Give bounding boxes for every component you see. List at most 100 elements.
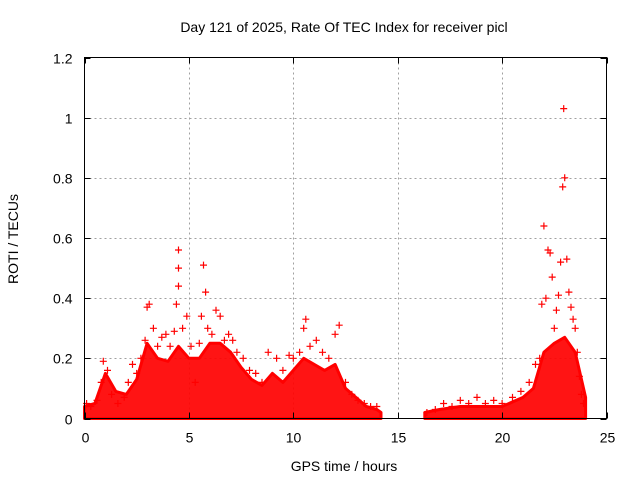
data-point <box>120 393 128 401</box>
data-point <box>87 403 95 410</box>
data-point <box>473 393 481 401</box>
data-point <box>555 291 562 299</box>
data-point <box>560 105 568 113</box>
data-point <box>104 366 111 374</box>
data-point <box>552 306 560 314</box>
data-point <box>204 324 212 332</box>
y-tick-label: 0.6 <box>53 231 73 247</box>
data-point <box>108 390 116 398</box>
data-point <box>154 342 162 350</box>
x-tick-label: 10 <box>286 430 302 446</box>
data-point <box>557 258 565 266</box>
data-point <box>561 174 569 182</box>
data-point <box>197 312 205 320</box>
data-point <box>354 396 362 404</box>
data-point <box>580 400 587 407</box>
data-point <box>162 330 170 338</box>
data-point <box>114 400 122 407</box>
data-point <box>200 261 207 269</box>
y-axis-label: ROTI / TECUs <box>5 194 21 284</box>
axis-ticks <box>84 57 608 420</box>
data-point <box>509 393 516 401</box>
data-point <box>331 330 339 338</box>
data-point <box>573 348 581 356</box>
data-point <box>569 315 577 323</box>
data-point <box>538 300 546 308</box>
x-tick-label: 15 <box>391 430 407 446</box>
data-point <box>367 403 375 410</box>
data-point <box>158 333 166 341</box>
y-tick-label: 1 <box>65 111 73 127</box>
grid-lines <box>84 57 607 419</box>
data-point <box>546 249 554 257</box>
data-point <box>289 354 297 362</box>
data-point <box>99 357 107 365</box>
data-point <box>296 348 304 356</box>
y-tick-label: 0.2 <box>53 351 73 367</box>
data-point <box>191 378 199 386</box>
y-tick-label: 0 <box>65 412 73 428</box>
data-point <box>577 390 585 398</box>
data-point <box>233 348 241 356</box>
data-point <box>97 378 105 386</box>
y-tick-label: 1.2 <box>53 51 73 67</box>
data-point <box>202 288 210 296</box>
data-point <box>239 354 247 362</box>
data-point <box>175 246 182 254</box>
x-tick-label: 25 <box>600 430 616 446</box>
data-point <box>141 336 149 344</box>
y-tick-labels: 0 0.2 0.4 0.6 0.8 1 1.2 <box>53 51 73 428</box>
data-point <box>456 396 464 404</box>
data-point <box>465 400 473 407</box>
data-point <box>285 351 293 359</box>
data-point <box>225 330 233 338</box>
data-point <box>133 369 141 377</box>
data-points <box>83 105 587 416</box>
data-band <box>423 335 588 420</box>
data-point <box>129 360 136 368</box>
data-point <box>431 406 439 413</box>
data-point <box>335 321 343 329</box>
data-point <box>93 396 101 404</box>
x-tick-label: 5 <box>186 430 194 446</box>
x-tick-label: 0 <box>82 430 90 446</box>
y-tick-label: 0.8 <box>53 171 73 187</box>
data-point <box>252 369 260 377</box>
data-point <box>124 378 132 386</box>
data-point <box>565 288 573 296</box>
data-point <box>220 336 228 344</box>
x-axis-label: GPS time / hours <box>291 458 398 474</box>
data-point <box>440 400 448 407</box>
data-point <box>312 336 320 344</box>
data-point <box>373 403 381 410</box>
data-point <box>258 378 266 386</box>
data-point <box>137 354 145 362</box>
data-point <box>542 294 550 302</box>
data-point <box>145 300 153 308</box>
data-point <box>300 324 308 332</box>
x-tick-labels: 0 5 10 15 20 25 <box>82 430 616 446</box>
data-point <box>279 366 287 374</box>
data-point <box>172 300 180 308</box>
data-point <box>212 306 220 314</box>
data-point <box>548 273 556 281</box>
data-point <box>306 342 314 350</box>
data-point <box>319 348 326 356</box>
data-point <box>481 400 489 407</box>
data-point <box>536 354 544 362</box>
data-point <box>540 222 548 230</box>
x-tick-label: 20 <box>495 430 511 446</box>
data-point <box>179 324 187 332</box>
data-point <box>208 330 216 338</box>
data-point <box>448 403 456 410</box>
data-point <box>183 312 191 320</box>
data-point <box>567 303 575 311</box>
data-point <box>423 409 431 416</box>
data-point <box>550 324 558 332</box>
data-point <box>246 366 253 374</box>
data-point <box>342 378 349 386</box>
data-point <box>348 390 356 398</box>
data-point <box>175 282 182 290</box>
chart-title: Day 121 of 2025, Rate Of TEC Index for r… <box>180 19 507 35</box>
